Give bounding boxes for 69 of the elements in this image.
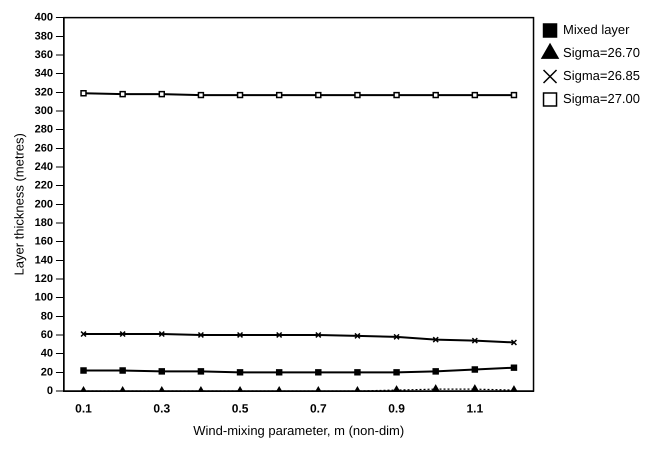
point (119, 90, 126, 98)
y-tick-label: 280 (34, 124, 53, 136)
y-tick-label: 220 (34, 180, 53, 192)
point (354, 332, 361, 340)
x-tick-label: 0.5 (232, 402, 249, 416)
legend-label: Sigma=26.70 (563, 45, 640, 60)
y-tick-label: 140 (34, 254, 53, 266)
y-tick-label: 80 (40, 310, 53, 322)
y-tick-label: 360 (34, 48, 53, 61)
point (393, 369, 400, 376)
point (354, 369, 361, 376)
y-tick-label: 200 (34, 198, 53, 210)
point (315, 332, 322, 338)
y-tick-label: 120 (34, 273, 53, 286)
point (158, 330, 166, 338)
y-tick-label: 340 (34, 68, 53, 80)
y-tick-label: 100 (34, 292, 53, 304)
point (276, 369, 282, 376)
point (80, 90, 87, 96)
y-tick-label: 20 (40, 366, 53, 378)
legend-label: Mixed layer (563, 22, 630, 38)
point (510, 339, 518, 346)
y-tick-label: 40 (40, 348, 53, 360)
legend-label: Sigma=26.85 (563, 68, 640, 84)
point (432, 368, 439, 375)
point (236, 369, 244, 376)
point (119, 330, 126, 338)
y-tick-label: 0 (46, 385, 53, 398)
point (393, 92, 400, 98)
point (510, 92, 518, 98)
point (80, 367, 87, 374)
y-tick-label: 380 (34, 30, 53, 42)
point (276, 92, 282, 98)
x-tick-label: 0.3 (153, 402, 170, 416)
y-tick-label: 60 (40, 329, 53, 342)
point (472, 366, 478, 373)
point (354, 92, 361, 98)
x-axis-title: Wind-mixing parameter, m (non-dim) (193, 422, 404, 438)
point (198, 332, 204, 338)
y-tick-label: 240 (34, 160, 53, 173)
x-tick-label: 0.1 (75, 402, 92, 416)
point (472, 337, 478, 344)
point (119, 367, 126, 374)
x-tick-label: 0.7 (310, 402, 327, 416)
point (393, 334, 400, 340)
point (472, 92, 478, 98)
point (315, 369, 322, 376)
y-tick-label: 400 (34, 12, 53, 24)
point (198, 92, 204, 98)
point (236, 332, 244, 338)
point (432, 336, 439, 343)
point (432, 92, 439, 98)
y-tick-label: 160 (34, 236, 53, 248)
point (80, 330, 87, 338)
x-tick-label: 1.1 (466, 402, 484, 416)
point (510, 364, 518, 371)
point (158, 368, 166, 375)
y-tick-label: 320 (34, 86, 53, 98)
x-tick-label: 0.9 (388, 402, 406, 416)
point (276, 332, 282, 338)
y-tick-label: 260 (34, 142, 53, 154)
point (315, 92, 322, 98)
point (236, 92, 244, 98)
y-axis-title: Layer thickness (metres) (11, 133, 26, 276)
y-tick-label: 300 (34, 104, 53, 117)
point (198, 368, 204, 375)
y-tick-label: 180 (34, 217, 53, 229)
point (158, 90, 166, 98)
legend-label: Sigma=27.00 (563, 91, 640, 106)
